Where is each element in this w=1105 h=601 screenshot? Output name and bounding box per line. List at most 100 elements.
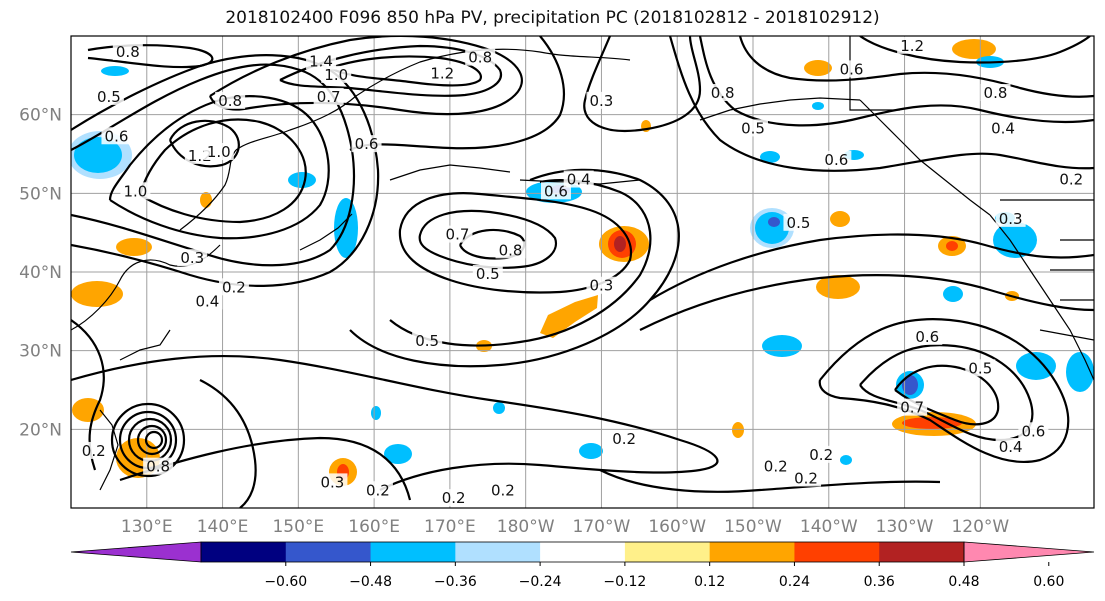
contour-label-bg bbox=[980, 84, 1011, 101]
contour-label-bg bbox=[563, 170, 594, 188]
contour-label-bg bbox=[806, 445, 837, 463]
longitude-tick-label: 170°E bbox=[424, 517, 476, 537]
colorbar-swatch bbox=[624, 542, 711, 562]
contour-label: 0.6 bbox=[1021, 422, 1045, 440]
contour-label: 0.8 bbox=[218, 92, 242, 110]
contour-label: 1.0 bbox=[123, 182, 147, 200]
contour-label-bg bbox=[313, 87, 344, 105]
contour-label-bg bbox=[897, 398, 928, 416]
contour-label: 0.4 bbox=[999, 438, 1023, 456]
contour-label-bg bbox=[487, 481, 518, 499]
latitude-tick-labels: 20°N 30°N 40°N 50°N 60°N bbox=[19, 106, 62, 441]
precipitation-fill-layer bbox=[71, 39, 1094, 486]
contour-label: 0.8 bbox=[499, 241, 523, 259]
colorbar-tick-label: −0.60 bbox=[264, 574, 307, 590]
colorbar-swatch bbox=[879, 542, 965, 562]
contour-label: 0.7 bbox=[446, 226, 470, 244]
contour-label-bg bbox=[192, 292, 223, 310]
longitude-tick-label: 150°W bbox=[724, 517, 782, 537]
longitude-tick-label: 180°W bbox=[497, 517, 555, 537]
contour-label: 0.4 bbox=[567, 171, 591, 189]
longitude-tick-label: 160°E bbox=[348, 517, 400, 537]
contour-label: 0.8 bbox=[146, 458, 170, 476]
colorbar-tick-label: −0.24 bbox=[519, 574, 562, 590]
contour-label: 0.2 bbox=[794, 469, 818, 487]
longitude-tick-labels: 130°E 140°E 150°E 160°E 170°E 180°W 170°W 160°W… bbox=[121, 517, 1009, 537]
contour-label-bg bbox=[203, 143, 234, 160]
contour-label: 0.5 bbox=[968, 359, 992, 377]
contour-label: 0.3 bbox=[590, 277, 614, 295]
contour-label-bg bbox=[609, 430, 640, 448]
colorbar-swatch bbox=[370, 542, 456, 562]
contour-label: 0.2 bbox=[222, 278, 246, 296]
chart-title: 2018102400 F096 850 hPa PV, precipitatio… bbox=[225, 8, 880, 28]
colorbar-tick-label: 0.48 bbox=[948, 574, 979, 590]
contour-label: 0.4 bbox=[991, 119, 1015, 137]
colorbar-frame bbox=[200, 541, 965, 563]
contour-label-bg bbox=[93, 87, 124, 105]
contour-label: 0.5 bbox=[787, 214, 811, 232]
contour-label: 0.3 bbox=[590, 92, 614, 110]
contour-label: 0.5 bbox=[741, 119, 765, 137]
latitude-tick-label: 20°N bbox=[19, 420, 62, 440]
contour-label-bg bbox=[1056, 170, 1087, 188]
contour-label-bg bbox=[177, 249, 208, 267]
longitude-tick-label: 170°W bbox=[573, 517, 631, 537]
colorbar: −0.60 −0.48 −0.36 −0.24 −0.12 0.12 0.24 0.36 0.4… bbox=[70, 541, 1095, 590]
contour-label: 0.2 bbox=[809, 446, 833, 464]
contour-label-bg bbox=[821, 150, 852, 168]
contour-label-bg bbox=[427, 64, 458, 82]
contour-label-bg bbox=[586, 276, 617, 294]
contour-label-bg bbox=[965, 359, 996, 377]
contour-label: 0.2 bbox=[764, 458, 788, 476]
contour-label-bg bbox=[78, 441, 109, 459]
longitude-tick-label: 150°E bbox=[272, 517, 324, 537]
colorbar-swatch bbox=[201, 542, 287, 562]
contour-label: 0.6 bbox=[824, 151, 848, 169]
contour-label-bg bbox=[101, 127, 132, 145]
contour-label-bg bbox=[143, 457, 174, 475]
contour-label: 0.8 bbox=[711, 84, 735, 102]
contour-label-bg bbox=[472, 264, 503, 282]
colorbar-swatch bbox=[709, 542, 795, 562]
colorbar-low-extension bbox=[70, 541, 202, 563]
contour-label-bg bbox=[738, 119, 768, 137]
contour-label: 0.5 bbox=[476, 265, 500, 283]
latitude-tick-label: 50°N bbox=[19, 184, 62, 204]
contour-label: 0.2 bbox=[442, 489, 466, 507]
contour-label-bg bbox=[783, 213, 814, 231]
longitude-tick-label: 140°W bbox=[800, 517, 858, 537]
longitude-tick-label: 120°W bbox=[951, 517, 1009, 537]
colorbar-tick-label: 0.24 bbox=[779, 574, 810, 590]
contour-label: 1.0 bbox=[207, 143, 231, 161]
contour-label-bg bbox=[1018, 422, 1049, 440]
contour-label: 0.2 bbox=[1059, 171, 1083, 189]
contour-label: 0.7 bbox=[317, 88, 341, 106]
contour-label: 0.6 bbox=[105, 127, 129, 145]
colorbar-tick-label: −0.12 bbox=[603, 574, 646, 590]
contour-label-bg bbox=[218, 278, 249, 296]
contour-label: 1.2 bbox=[900, 37, 924, 55]
contour-label-bg bbox=[495, 241, 526, 259]
contour-label-bg bbox=[995, 209, 1026, 227]
contour-label-bg bbox=[540, 182, 571, 200]
negative-precip-blobs bbox=[71, 56, 1094, 465]
contour-label: 0.8 bbox=[116, 43, 140, 61]
contour-label-bg bbox=[465, 48, 496, 66]
contour-label-bg bbox=[442, 225, 473, 243]
latitude-tick-label: 30°N bbox=[19, 342, 62, 362]
contour-label-bg bbox=[215, 91, 246, 109]
contour-label-bg bbox=[438, 489, 469, 507]
contour-label: 0.2 bbox=[366, 481, 390, 499]
contour-label-bg bbox=[120, 182, 151, 200]
contour-label-bg bbox=[351, 135, 382, 153]
contour-label-bg bbox=[897, 36, 928, 54]
colorbar-tick-label: 0.36 bbox=[864, 574, 895, 590]
longitude-tick-label: 130°E bbox=[121, 517, 173, 537]
colorbar-tick-label: 0.12 bbox=[694, 574, 725, 590]
colorbar-tick-label: −0.36 bbox=[434, 574, 477, 590]
contour-label-bg bbox=[321, 65, 352, 83]
contour-label: 0.3 bbox=[321, 473, 345, 491]
contour-label: 0.6 bbox=[544, 182, 568, 200]
